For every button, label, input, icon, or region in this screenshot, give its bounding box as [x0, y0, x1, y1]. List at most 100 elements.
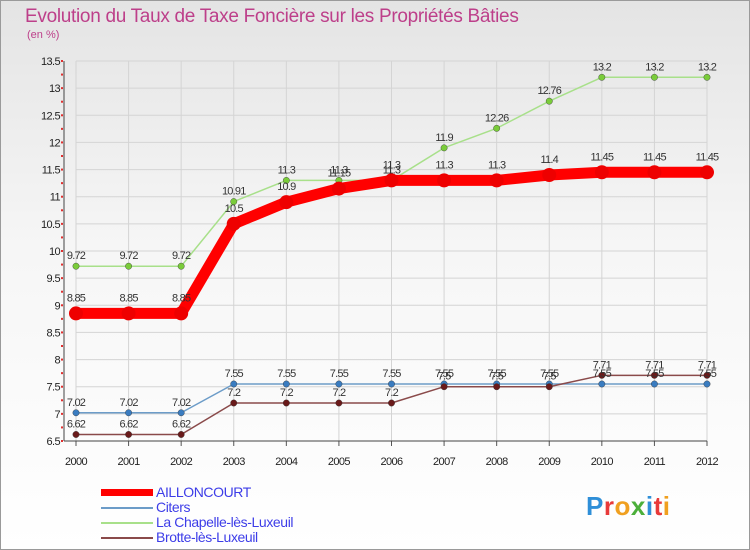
logo-letter: o [614, 491, 631, 521]
x-tick-label: 2001 [118, 456, 141, 468]
logo-letter: i [662, 491, 671, 521]
x-ticks: 2000 2001 2002 2003 2004 2005 2006 2007 2008 2009… [65, 456, 719, 468]
x-tick-label: 2011 [644, 456, 666, 468]
data-label: 9.72 [172, 250, 191, 262]
data-label: 11.15 [328, 168, 351, 180]
y-minor-tick [61, 385, 63, 388]
x-tick-label: 2004 [275, 456, 298, 468]
data-point [282, 399, 290, 407]
y-minor-tick [61, 426, 63, 429]
y-minor-tick [61, 182, 63, 185]
data-point [279, 195, 294, 210]
x-tick-label: 2010 [591, 456, 614, 468]
data-point [651, 371, 658, 379]
logo-letter: P [586, 491, 604, 521]
data-point [230, 198, 238, 206]
y-minor-tick [61, 412, 63, 415]
legend-label: La Chapelle-lès-Luxeuil [156, 514, 294, 530]
data-point [69, 306, 83, 321]
data-point [177, 431, 185, 438]
data-label: 11.3 [330, 164, 348, 176]
y-minor-tick [61, 222, 63, 225]
y-minor-tick [61, 195, 63, 198]
y-minor-tick [61, 87, 63, 90]
y-tick-label: 7.5 [47, 382, 61, 394]
data-label: 11.3 [383, 159, 401, 171]
logo-letter: x [630, 491, 646, 521]
data-point [384, 173, 399, 188]
data-label: 7.55 [593, 368, 612, 380]
data-label: 9.72 [67, 250, 86, 262]
data-point [388, 380, 395, 388]
data-point [230, 399, 238, 407]
data-point [651, 73, 658, 81]
legend-swatch [101, 537, 153, 539]
data-label: 7.55 [277, 368, 296, 380]
data-point [651, 380, 658, 388]
data-label: 7.5 [490, 371, 504, 383]
data-label: 7.55 [645, 368, 664, 380]
data-point [703, 371, 711, 379]
data-label: 7.02 [172, 397, 191, 409]
logo-letter: i [645, 491, 654, 521]
data-label: 8.85 [67, 292, 86, 304]
y-minor-tick [61, 440, 63, 442]
data-point [545, 97, 553, 105]
y-minor-tick [61, 372, 63, 375]
y-minor-tick [61, 155, 63, 157]
y-minor-tick [61, 73, 63, 76]
legend-item: Citers [101, 499, 361, 515]
y-tick-label: 13.5 [41, 56, 60, 68]
y-minor-tick [61, 399, 63, 402]
data-label: 6.62 [172, 418, 191, 430]
data-label: 10.91 [222, 186, 246, 198]
data-point [598, 73, 606, 81]
data-label: 7.55 [330, 368, 349, 380]
y-tick-label: 6.5 [47, 436, 61, 448]
legend-swatch [101, 507, 153, 509]
data-label: 13.2 [698, 61, 717, 73]
data-point [121, 306, 136, 321]
data-point [282, 380, 290, 388]
x-tick-label: 2008 [486, 456, 509, 468]
data-label: 7.71 [593, 359, 612, 371]
data-label: 7.55 [698, 368, 717, 380]
data-label: 13.2 [593, 61, 612, 73]
data-point [125, 409, 132, 417]
x-tick-label: 2002 [170, 456, 193, 468]
logo-letter: r [603, 491, 615, 521]
data-point [703, 73, 711, 81]
data-point [703, 380, 711, 388]
data-label: 7.71 [698, 359, 717, 371]
data-point [335, 380, 343, 388]
data-point [440, 383, 448, 391]
data-label: 7.55 [382, 368, 401, 380]
legend-item: AILLONCOURT [101, 484, 361, 500]
data-label: 7.55 [540, 368, 559, 380]
data-point [72, 409, 80, 417]
data-label: 11.3 [435, 159, 453, 171]
data-label: 7.02 [119, 397, 138, 409]
data-point [493, 383, 501, 391]
y-tick-label: 8.5 [47, 327, 61, 339]
data-label: 11.45 [643, 151, 666, 163]
data-point [72, 431, 80, 438]
y-tick-label: 12.5 [41, 110, 60, 122]
data-label: 7.5 [438, 371, 452, 383]
data-point [545, 383, 553, 391]
data-label: 7.55 [435, 368, 454, 380]
x-tick-label: 2012 [696, 456, 719, 468]
data-labels: 7.02 7.02 7.02 7.55 7.55 7.55 7.55 7.55 7.55 7.55… [67, 61, 720, 430]
legend-swatch [101, 489, 153, 496]
data-point [594, 165, 609, 180]
data-label: 11.45 [696, 151, 719, 163]
y-minor-tick [61, 100, 63, 103]
data-label: 12.76 [537, 85, 561, 97]
data-label: 7.2 [332, 387, 346, 399]
data-label: 7.2 [280, 387, 294, 399]
data-label: 11.3 [383, 164, 401, 176]
y-minor-tick [61, 290, 63, 293]
y-minor-tick [61, 263, 63, 266]
data-point [598, 371, 606, 379]
